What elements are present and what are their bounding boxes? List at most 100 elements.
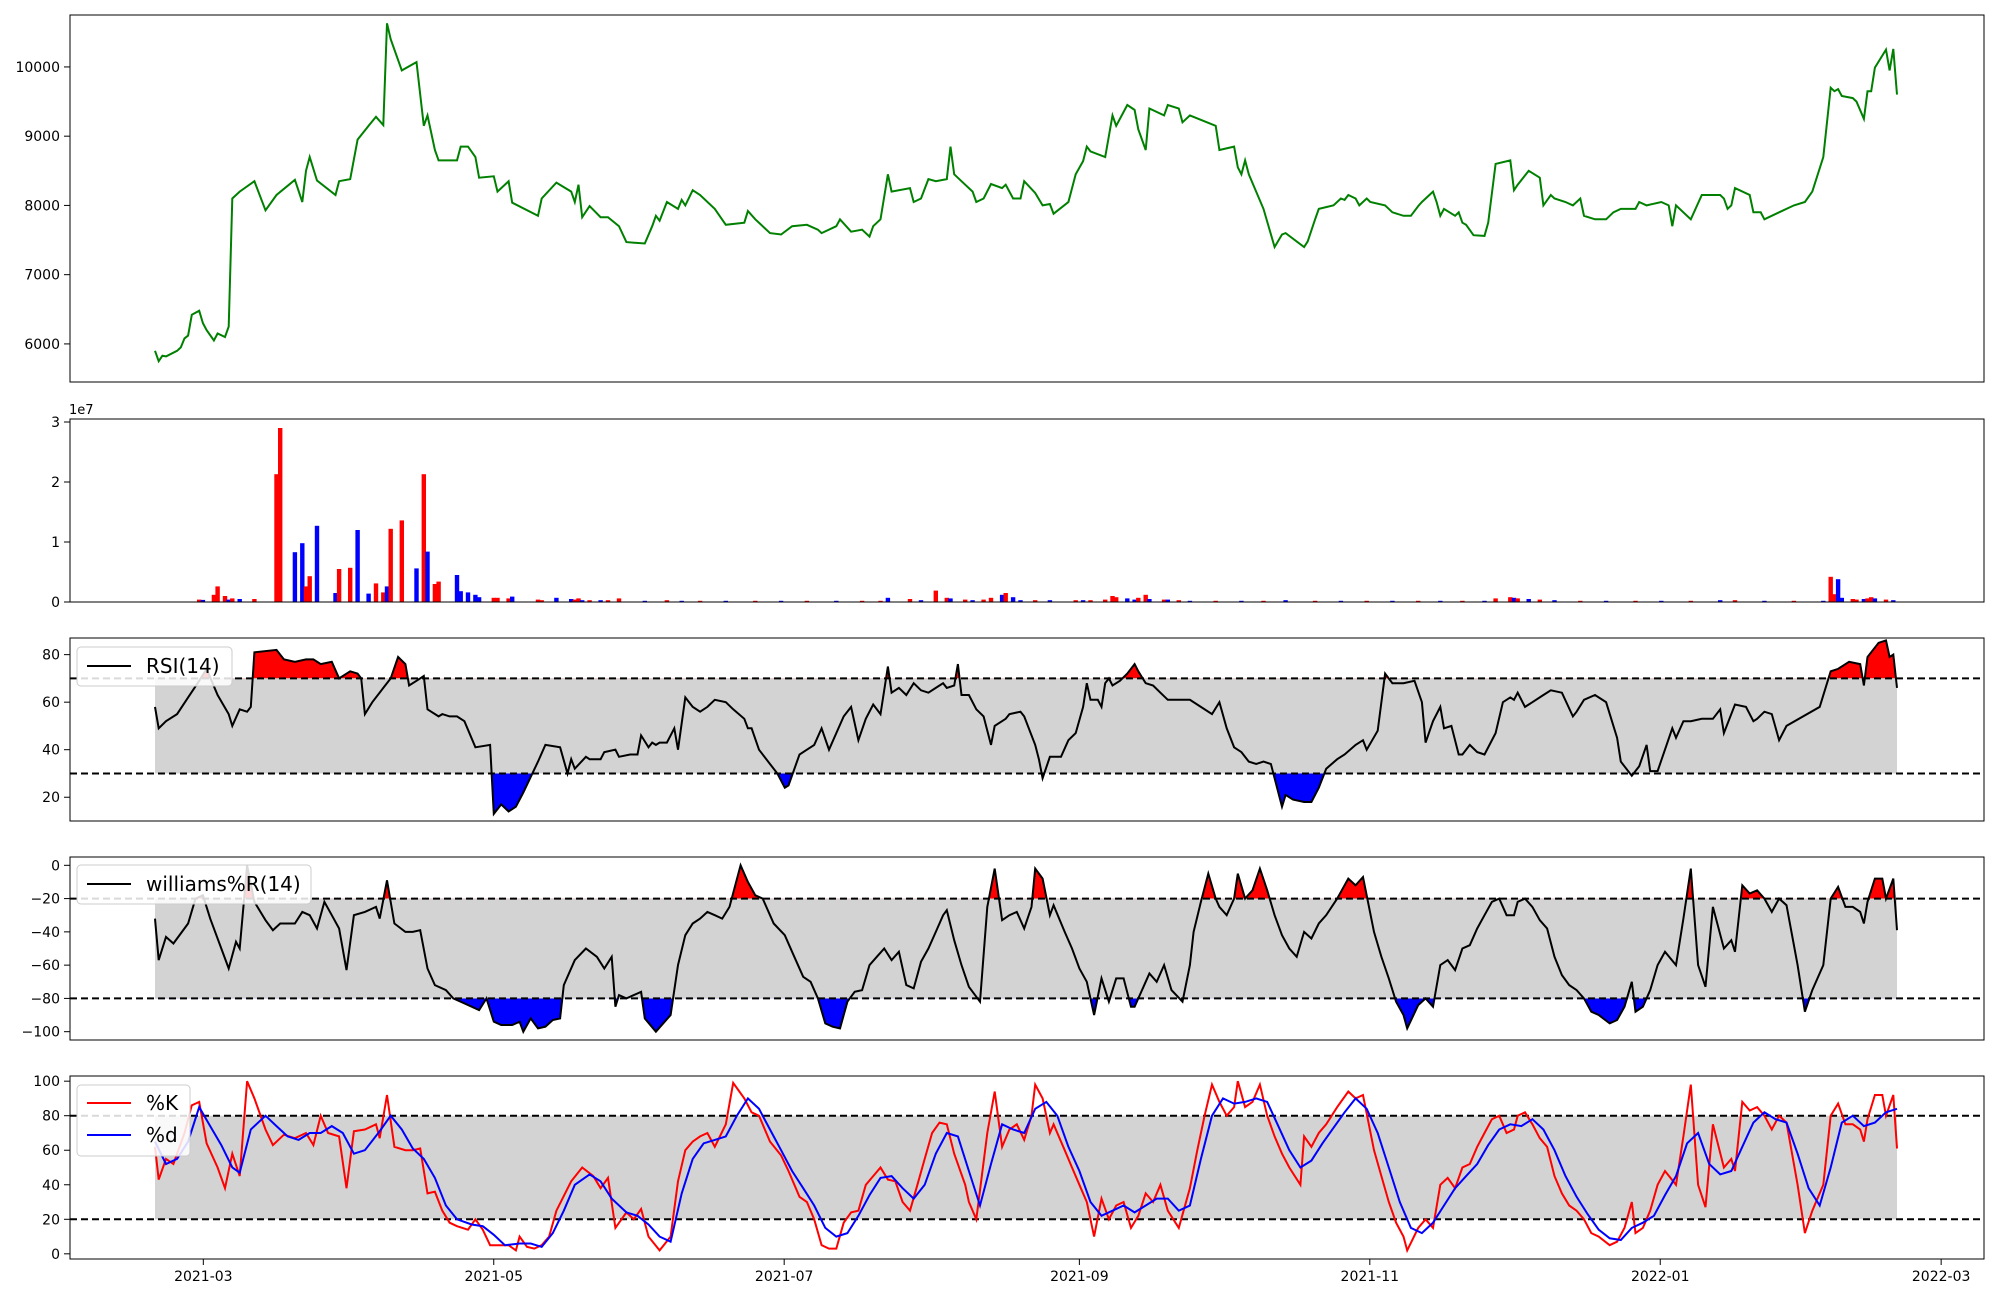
volume-bar bbox=[834, 600, 839, 602]
x-tick-label: 2022-01 bbox=[1631, 1269, 1690, 1285]
volume-bar bbox=[576, 598, 581, 602]
volume-bar bbox=[753, 600, 758, 602]
rsi-line bbox=[154, 639, 1898, 817]
date-x-axis: 2021-03 2021-05 2021-07 2021-09 2021-11 2022-… bbox=[174, 1259, 1970, 1285]
volume-bar bbox=[425, 551, 430, 602]
volume-bar bbox=[1132, 599, 1137, 602]
volume-plot-area bbox=[197, 428, 1896, 602]
volume-bar bbox=[1828, 576, 1833, 602]
williams-panel: 0 −20 −40 −60 −80 −100 williams%R(14) bbox=[22, 856, 1985, 1041]
volume-bar bbox=[1508, 597, 1513, 602]
volume-bar bbox=[414, 568, 419, 602]
volume-bar bbox=[384, 586, 390, 602]
williams-y-tick-label: −80 bbox=[30, 991, 60, 1007]
volume-bar bbox=[1839, 597, 1844, 602]
volume-bar bbox=[226, 599, 231, 602]
volume-bar bbox=[1603, 600, 1609, 602]
volume-bar bbox=[1821, 600, 1826, 602]
volume-bar bbox=[598, 600, 603, 602]
williams-panel-frame bbox=[69, 856, 1985, 1041]
williams-legend-box bbox=[76, 864, 312, 905]
volume-bar bbox=[491, 597, 496, 602]
price-y-tick-label: 6000 bbox=[24, 337, 60, 353]
rsi-y-tick-label: 60 bbox=[42, 695, 60, 711]
williams-y-tick-label: −100 bbox=[22, 1025, 60, 1041]
volume-bar bbox=[723, 600, 728, 602]
price-line bbox=[154, 23, 1898, 364]
volume-bar bbox=[432, 584, 438, 602]
volume-bar bbox=[580, 600, 585, 602]
volume-bar bbox=[1416, 600, 1421, 602]
volume-bar bbox=[1261, 600, 1266, 602]
x-tick-label: 2021-07 bbox=[755, 1269, 814, 1285]
volume-axis-multiplier: 1e7 bbox=[69, 403, 94, 418]
volume-bar bbox=[944, 597, 949, 602]
volume-bar bbox=[664, 600, 670, 602]
volume-bar bbox=[988, 597, 994, 602]
volume-bar bbox=[303, 586, 309, 602]
volume-bar bbox=[1033, 600, 1038, 602]
volume-y-tick-label: 0 bbox=[51, 595, 60, 611]
volume-bar bbox=[1835, 579, 1841, 602]
volume-bar bbox=[1176, 600, 1181, 602]
stochastic-y-axis: 0 20 40 60 80 100 bbox=[33, 1074, 70, 1263]
volume-bar bbox=[307, 576, 312, 602]
volume-bar bbox=[314, 525, 320, 602]
volume-bar bbox=[1187, 600, 1193, 602]
volume-bar bbox=[1883, 599, 1889, 602]
volume-y-axis: 0 1 2 3 bbox=[51, 415, 70, 611]
rsi-legend-box bbox=[76, 646, 233, 687]
volume-bar bbox=[1010, 597, 1016, 602]
price-panel: 6000 7000 8000 9000 10000 bbox=[15, 14, 1985, 383]
volume-bar bbox=[804, 600, 810, 602]
volume-bar bbox=[933, 590, 938, 602]
volume-bar bbox=[1515, 598, 1520, 602]
rsi-y-tick-label: 20 bbox=[42, 790, 60, 806]
stochastic-legend: %K %d bbox=[76, 1084, 191, 1157]
price-y-tick-label: 9000 bbox=[24, 129, 60, 145]
volume-y-tick-label: 3 bbox=[51, 415, 60, 431]
volume-bar bbox=[506, 598, 511, 602]
volume-bar bbox=[587, 600, 592, 602]
volume-bar bbox=[388, 528, 393, 602]
rsi-legend: RSI(14) bbox=[76, 646, 233, 687]
volume-bar bbox=[1390, 600, 1395, 602]
volume-bar bbox=[554, 597, 559, 602]
price-y-tick-label: 8000 bbox=[24, 198, 60, 214]
rsi-legend-label: RSI(14) bbox=[146, 654, 220, 678]
volume-bar bbox=[399, 520, 404, 602]
williams-neutral-band bbox=[155, 898, 1897, 999]
volume-bar bbox=[1018, 600, 1023, 602]
williams-y-axis: 0 −20 −40 −60 −80 −100 bbox=[22, 858, 70, 1041]
volume-bar bbox=[918, 600, 924, 602]
volume-bar bbox=[616, 598, 622, 602]
stochastic-y-tick-label: 100 bbox=[33, 1074, 60, 1090]
stochastic-y-tick-label: 40 bbox=[42, 1178, 60, 1194]
volume-bar bbox=[1460, 600, 1465, 602]
volume-bar bbox=[1688, 600, 1693, 602]
volume-bar bbox=[569, 599, 574, 602]
volume-bar bbox=[274, 474, 279, 602]
volume-bar bbox=[697, 600, 703, 602]
volume-bar bbox=[1869, 597, 1874, 602]
price-panel-frame bbox=[69, 14, 1985, 383]
volume-bar bbox=[1865, 598, 1870, 602]
volume-bar bbox=[1364, 600, 1369, 602]
williams-y-tick-label: −40 bbox=[30, 925, 60, 941]
volume-bar bbox=[1861, 599, 1867, 602]
volume-bar bbox=[473, 594, 478, 602]
volume-bar bbox=[373, 583, 379, 602]
price-plot-area bbox=[154, 23, 1898, 364]
rsi-neutral-band bbox=[155, 678, 1897, 774]
volume-bar bbox=[476, 597, 482, 602]
volume-bar bbox=[510, 596, 515, 602]
volume-bar bbox=[999, 594, 1005, 602]
x-tick-label: 2022-03 bbox=[1912, 1269, 1971, 1285]
volume-bar bbox=[197, 599, 202, 602]
stochastic-panel-frame bbox=[69, 1075, 1985, 1260]
volume-bar bbox=[1891, 600, 1896, 602]
volume-bar bbox=[963, 599, 968, 602]
volume-bar bbox=[458, 591, 463, 602]
stochastic-plot-area bbox=[70, 1080, 1984, 1254]
volume-bar bbox=[1732, 600, 1738, 602]
